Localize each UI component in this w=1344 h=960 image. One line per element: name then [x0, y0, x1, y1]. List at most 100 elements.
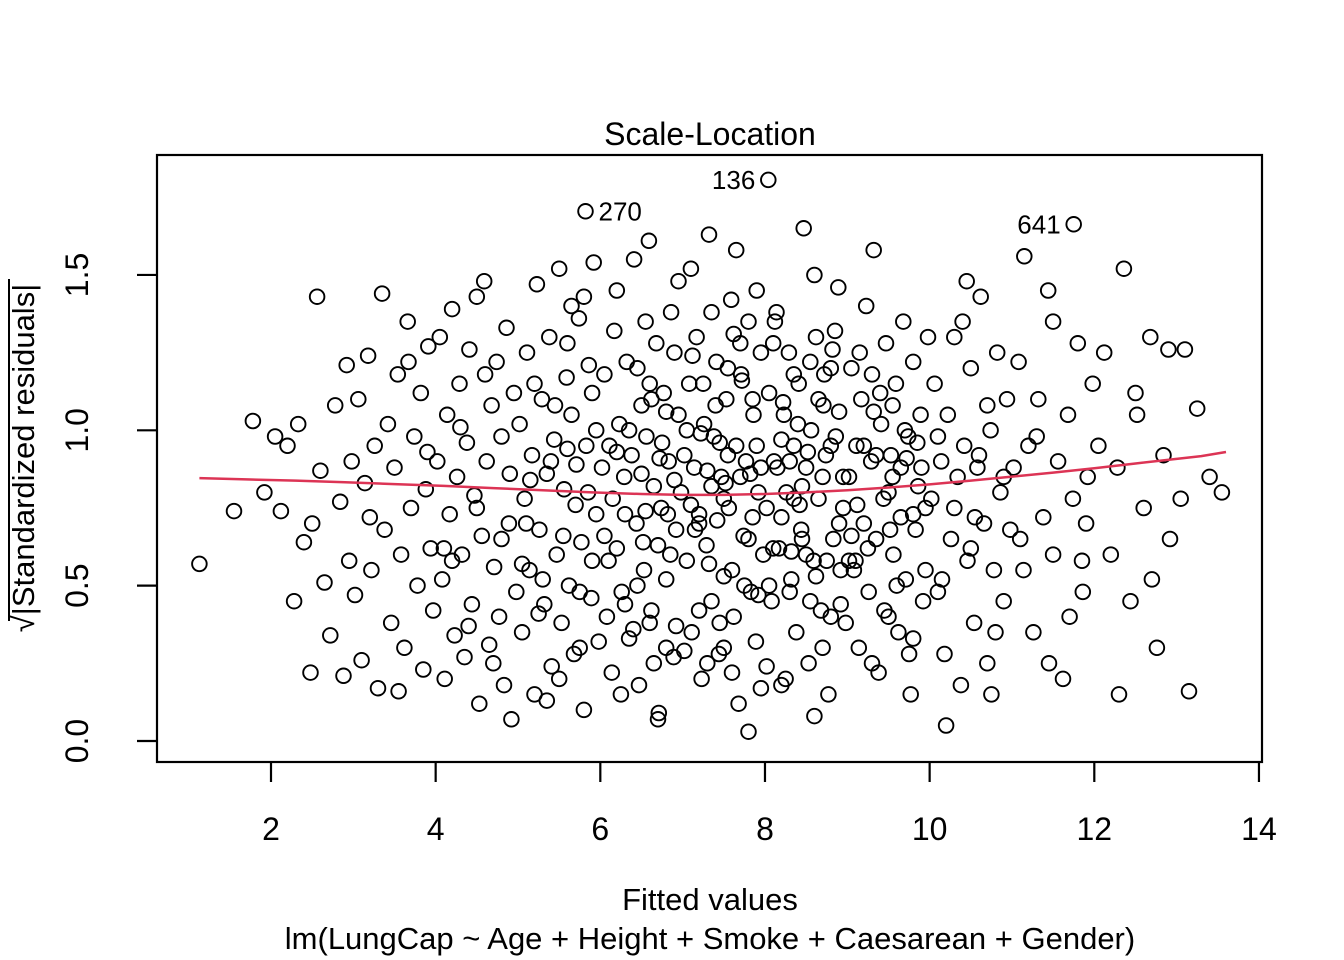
scatter-point — [682, 260, 700, 277]
scatter-point — [717, 474, 734, 492]
scatter-point — [513, 624, 531, 641]
scatter-point — [793, 530, 811, 548]
scatter-point — [867, 446, 885, 464]
scatter-point — [783, 543, 800, 560]
scatter-point — [505, 384, 523, 402]
scatter-point — [843, 359, 860, 377]
scatter-point — [715, 490, 733, 507]
scatter-point — [563, 297, 580, 315]
scatter-point — [909, 434, 926, 451]
scatter-point — [962, 540, 980, 557]
scatter-point — [643, 602, 660, 619]
scatter-point — [615, 468, 633, 486]
scatter-point — [498, 319, 515, 337]
scatter-point — [593, 459, 611, 476]
scatter-point — [625, 251, 643, 268]
scatter-point — [822, 608, 840, 625]
scatter-point — [667, 521, 685, 538]
scatter-point — [587, 505, 605, 523]
scatter-point — [777, 670, 794, 688]
scatter-point — [353, 651, 370, 669]
scatter-point — [571, 583, 588, 601]
scatter-point — [764, 335, 782, 352]
scatter-point — [548, 546, 565, 563]
scatter-point — [832, 561, 849, 579]
scatter-point — [853, 390, 870, 408]
scatter-point — [686, 521, 704, 538]
scatter-point — [585, 254, 602, 271]
scatter-point — [603, 664, 621, 681]
scatter-point — [982, 422, 999, 439]
scatter-point — [571, 639, 588, 657]
scatter-point — [543, 658, 560, 675]
scatter-point — [1005, 459, 1022, 476]
scatter-point — [471, 695, 488, 712]
scatter-point — [764, 540, 782, 557]
scatter-point — [485, 558, 503, 576]
labeled-points-group: 136 270 641 — [577, 165, 1082, 239]
scatter-point — [419, 443, 436, 461]
scatter-point — [495, 676, 513, 694]
scatter-point — [1148, 639, 1166, 657]
scatter-point — [608, 282, 626, 299]
x-axis-tick-label: 2 — [262, 811, 280, 847]
scatter-point — [436, 670, 453, 688]
scatter-point — [637, 313, 654, 330]
scatter-point — [1188, 400, 1206, 417]
scatter-point — [797, 459, 815, 476]
scatter-point — [570, 310, 588, 327]
scatter-point — [1102, 546, 1120, 563]
scatter-point — [662, 546, 679, 563]
scatter-point — [937, 717, 955, 734]
scatter-point — [396, 639, 413, 657]
scatter-point — [840, 552, 858, 570]
scatter-point — [760, 577, 778, 594]
scatter-point — [750, 484, 767, 501]
scatter-point — [415, 661, 432, 678]
scatter-point — [711, 434, 728, 451]
scatter-point — [770, 540, 788, 557]
scatter-point — [550, 670, 568, 688]
scatter-points — [191, 220, 1231, 740]
scatter-point — [266, 428, 284, 445]
scatter-point — [666, 471, 683, 489]
x-axis-title: Fitted values — [622, 882, 798, 917]
scatter-point — [806, 707, 823, 725]
scatter-point — [825, 530, 842, 548]
scatter-point — [451, 375, 468, 392]
scatter-point — [955, 437, 973, 455]
scatter-point — [641, 375, 658, 392]
scatter-point — [1110, 686, 1128, 703]
scatter-point — [340, 552, 358, 570]
scatter-point — [830, 515, 848, 532]
scatter-point — [840, 468, 858, 486]
scatter-point — [747, 633, 765, 650]
scatter-point — [952, 676, 970, 694]
scatter-point — [763, 592, 780, 610]
scatter-point — [860, 583, 877, 601]
scatter-point — [985, 561, 1003, 579]
labeled-point — [577, 203, 594, 220]
scatter-point — [904, 505, 922, 523]
scatter-point — [1073, 552, 1091, 570]
scatter-point — [1040, 655, 1058, 672]
scatter-point — [433, 571, 451, 588]
scatter-point — [719, 446, 737, 464]
scatter-point — [752, 679, 770, 697]
scatter-point — [824, 341, 841, 358]
scatter-point — [892, 459, 910, 476]
sqrt-argument: |Standardized residuals| — [6, 284, 41, 615]
scatter-point — [855, 515, 873, 532]
scatter-point — [802, 353, 819, 371]
scatter-point — [882, 446, 900, 464]
scatter-point — [683, 624, 700, 641]
scatter-point — [533, 390, 551, 408]
scatter-point — [523, 446, 541, 464]
scatter-point — [715, 639, 733, 657]
scatter-point — [382, 614, 400, 632]
scatter-point — [888, 577, 905, 594]
scatter-point — [666, 344, 683, 361]
scatter-point — [501, 465, 519, 483]
scatter-point — [904, 353, 922, 371]
scatter-point — [802, 592, 819, 610]
